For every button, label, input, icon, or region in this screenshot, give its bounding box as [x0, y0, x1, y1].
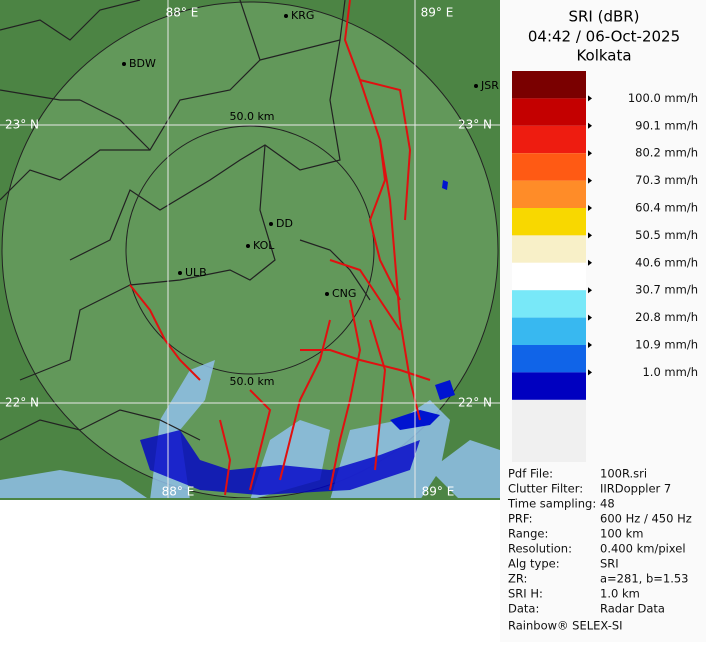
title: SRI (dBR)	[568, 8, 639, 26]
legend-swatch	[512, 208, 586, 236]
info-key: PRF:	[508, 512, 533, 526]
grid-label: 22° N	[5, 396, 39, 410]
info-key: Resolution:	[508, 542, 572, 556]
info-value: 48	[600, 497, 615, 511]
map	[0, 0, 500, 498]
city-dot	[246, 244, 250, 248]
info-value: 100 km	[600, 527, 643, 541]
info-key: Alg type:	[508, 557, 560, 571]
legend-swatch	[512, 290, 586, 318]
info-value: 0.400 km/pixel	[600, 542, 686, 556]
legend-pointer	[588, 232, 592, 239]
legend-pointer	[588, 95, 592, 102]
echo	[140, 430, 420, 495]
legend-pointer	[588, 314, 592, 321]
grid-label: 22° N	[458, 396, 492, 410]
legend-label: 100.0 mm/h	[628, 91, 698, 105]
legend-swatch	[512, 372, 586, 400]
legend-swatch	[512, 125, 586, 154]
info-value: IIRDoppler 7	[600, 482, 671, 496]
legend-label: 10.9 mm/h	[635, 338, 698, 352]
legend-swatch	[512, 262, 586, 291]
info-value: SRI	[600, 557, 619, 571]
legend-label: 70.3 mm/h	[635, 173, 698, 187]
legend-swatch	[512, 98, 586, 126]
city-dot	[474, 84, 478, 88]
grid-label: 88° E	[162, 485, 195, 499]
legend-swatch	[512, 345, 586, 373]
legend-label: 1.0 mm/h	[642, 365, 698, 379]
legend-pointer	[588, 177, 592, 184]
legend-label: 80.2 mm/h	[635, 146, 698, 160]
legend-swatch	[512, 180, 586, 208]
info-value: 600 Hz / 450 Hz	[600, 512, 692, 526]
city-label: KOL	[253, 239, 275, 252]
city-dot	[269, 222, 273, 226]
grid-label: 23° N	[5, 118, 39, 132]
footer: Rainbow® SELEX-SI	[508, 619, 623, 633]
legend-swatch	[512, 235, 586, 263]
legend-swatch	[512, 317, 586, 345]
boundaries	[0, 0, 371, 441]
grid-label: 89° E	[421, 6, 454, 20]
legend-label: 20.8 mm/h	[635, 310, 698, 324]
info-key: Data:	[508, 602, 539, 616]
site: Kolkata	[576, 47, 631, 65]
legend-label: 50.5 mm/h	[635, 228, 698, 242]
info-key: Time sampling:	[507, 497, 596, 511]
rivers	[129, 0, 431, 496]
city-dot	[178, 271, 182, 275]
legend-pointer	[588, 369, 592, 376]
legend-label: 30.7 mm/h	[635, 283, 698, 297]
city-dot	[122, 62, 126, 66]
grid-label: 88° E	[166, 6, 199, 20]
legend-swatch	[512, 153, 586, 181]
range-label: 50.0 km	[229, 375, 274, 388]
grid-label: 89° E	[422, 485, 455, 499]
legend-pointer	[588, 205, 592, 211]
info-value: 100R.sri	[600, 467, 647, 481]
info-key: Pdf File:	[508, 467, 553, 481]
range-label: 50.0 km	[229, 110, 274, 123]
legend-pointer	[588, 150, 592, 157]
info-key: Range:	[508, 527, 548, 541]
city-label: JSR	[480, 79, 499, 92]
legend-fade	[512, 400, 586, 462]
city-label: ULB	[185, 266, 207, 279]
city-dot	[325, 292, 329, 296]
graticule	[0, 0, 500, 498]
legend-pointer	[588, 342, 592, 348]
legend-pointer	[588, 287, 592, 294]
legend-pointer	[588, 259, 592, 266]
info-value: Radar Data	[600, 602, 665, 616]
info-value: 1.0 km	[600, 587, 640, 601]
legend-label: 60.4 mm/h	[635, 201, 698, 215]
city-label: KRG	[291, 9, 314, 22]
legend-swatch	[512, 71, 586, 99]
grid-label: 23° N	[458, 118, 492, 132]
info-value: a=281, b=1.53	[600, 572, 689, 586]
legend-label: 90.1 mm/h	[635, 118, 698, 132]
legend-label: 40.6 mm/h	[635, 255, 698, 269]
city-dot	[284, 14, 288, 18]
city-label: CNG	[332, 287, 356, 300]
datetime: 04:42 / 06-Oct-2025	[528, 28, 680, 46]
city-label: BDW	[129, 57, 156, 70]
legend-pointer	[588, 122, 592, 129]
range-ring-inner	[125, 125, 375, 375]
info-key: Clutter Filter:	[508, 482, 583, 496]
city-label: DD	[276, 217, 293, 230]
info-key: SRI H:	[508, 587, 543, 601]
info-key: ZR:	[508, 572, 527, 586]
